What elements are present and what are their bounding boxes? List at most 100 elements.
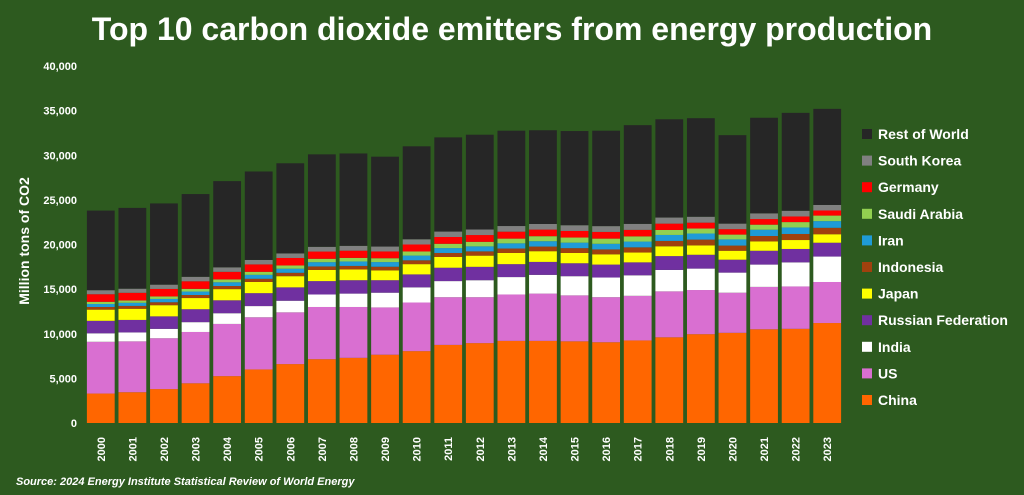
bar-segment-china [150,389,178,423]
bar-segment-germany [118,292,147,301]
bar-segment-us [402,302,431,352]
bar-segment-russian-federation [686,254,715,269]
bar-segment-germany [86,294,115,302]
bars [86,108,842,423]
bar-segment-iran [371,262,399,267]
legend-swatch [862,341,872,352]
bar-segment-japan [434,257,463,268]
bar-segment-iran [560,242,589,249]
x-tick-label: 2005 [254,437,266,461]
bar-segment-russian-federation [150,316,178,329]
bar-segment-india [718,272,747,293]
bar-segment-us [718,292,747,333]
bar-segment-germany [150,288,178,297]
bar-segment-saudi-arabia [181,288,210,292]
legend-label: India [878,339,911,355]
bar-segment-india [118,332,147,342]
bar-segment-china [86,393,115,423]
x-tick-label: 2015 [570,437,582,461]
bar-segment-rest-of-world [371,156,399,247]
bar-segment-indonesia [434,252,463,257]
x-tick-label: 2011 [443,437,455,461]
bar-segment-iran [750,229,778,237]
bar-segment-indonesia [118,305,147,309]
bar-segment-saudi-arabia [244,271,273,275]
bar-segment-us [592,297,621,343]
bar-segment-china [307,359,336,423]
x-tick-label: 2000 [96,437,108,461]
bar-segment-saudi-arabia [750,224,778,230]
bar-segment-iran [118,302,147,306]
bar-segment-china [118,392,147,423]
bar-segment-indonesia [213,286,242,290]
bar-segment-rest-of-world [781,112,810,211]
bar-segment-india [813,256,842,282]
bar-segment-germany [307,251,336,259]
bar-segment-germany [181,281,210,289]
bar-segment-south-korea [244,259,273,265]
y-tick-label: 30,000 [43,150,77,162]
bar-segment-germany [339,250,368,258]
bar-segment-china [529,340,557,423]
bar-segment-south-korea [402,239,431,245]
bar-segment-germany [655,223,684,230]
bar-segment-russian-federation [655,256,684,270]
bar-segment-indonesia [371,266,399,271]
bar-segment-saudi-arabia [813,215,842,222]
bar-segment-russian-federation [371,280,399,293]
bar-segment-rest-of-world [86,210,115,291]
bar-segment-india [181,322,210,332]
chart-title: Top 10 carbon dioxide emitters from ener… [92,11,932,47]
bar-segment-iran [434,248,463,253]
bar-segment-rest-of-world [560,131,589,226]
bar-segment-indonesia [86,306,115,310]
bar-segment-saudi-arabia [623,236,652,242]
x-tick-label: 2002 [159,437,171,461]
legend-swatch [862,288,872,299]
bar-segment-india [150,328,178,339]
bar-segment-iran [86,304,115,307]
bar-segment-india [307,294,336,307]
bar-segment-south-korea [750,213,778,220]
y-tick-label: 10,000 [43,329,77,341]
legend-label: Saudi Arabia [878,206,963,222]
bar-segment-germany [497,231,526,239]
bar-segment-china [623,340,652,423]
bar-segment-russian-federation [434,267,463,282]
bar-segment-china [592,342,621,423]
bar-segment-india [371,292,399,308]
bar-segment-rest-of-world [718,135,747,224]
bar-segment-russian-federation [623,262,652,276]
bar-segment-china [244,369,273,423]
bar-segment-south-korea [718,223,747,230]
legend-swatch [862,235,872,246]
bar-segment-rest-of-world [276,163,305,254]
x-tick-label: 2007 [317,437,329,461]
bar-segment-saudi-arabia [402,251,431,256]
bar-segment-us [465,297,494,344]
bar-segment-south-korea [529,223,557,230]
bar-segment-germany [371,251,399,259]
bar-segment-iran [339,261,368,266]
bar-segment-russian-federation [781,248,810,263]
bar-segment-russian-federation [592,264,621,278]
bar-segment-russian-federation [339,280,368,294]
y-tick-label: 40,000 [43,61,77,73]
bar-segment-india [592,277,621,298]
bar-segment-india [686,268,715,291]
bar-segment-russian-federation [560,263,589,277]
bar-segment-russian-federation [276,287,305,301]
legend-label: Russian Federation [878,312,1008,328]
legend-swatch [862,315,872,326]
bar-segment-south-korea [686,216,715,223]
legend-swatch [862,262,872,272]
x-tick-label: 2018 [664,437,676,461]
bar-segment-indonesia [781,233,810,241]
bar-segment-japan [686,245,715,255]
bar-segment-south-korea [86,290,115,295]
bar-segment-germany [750,219,778,225]
bar-segment-indonesia [465,251,494,256]
bar-segment-us [339,306,368,358]
bar-segment-china [339,357,368,423]
bar-segment-india [623,275,652,296]
